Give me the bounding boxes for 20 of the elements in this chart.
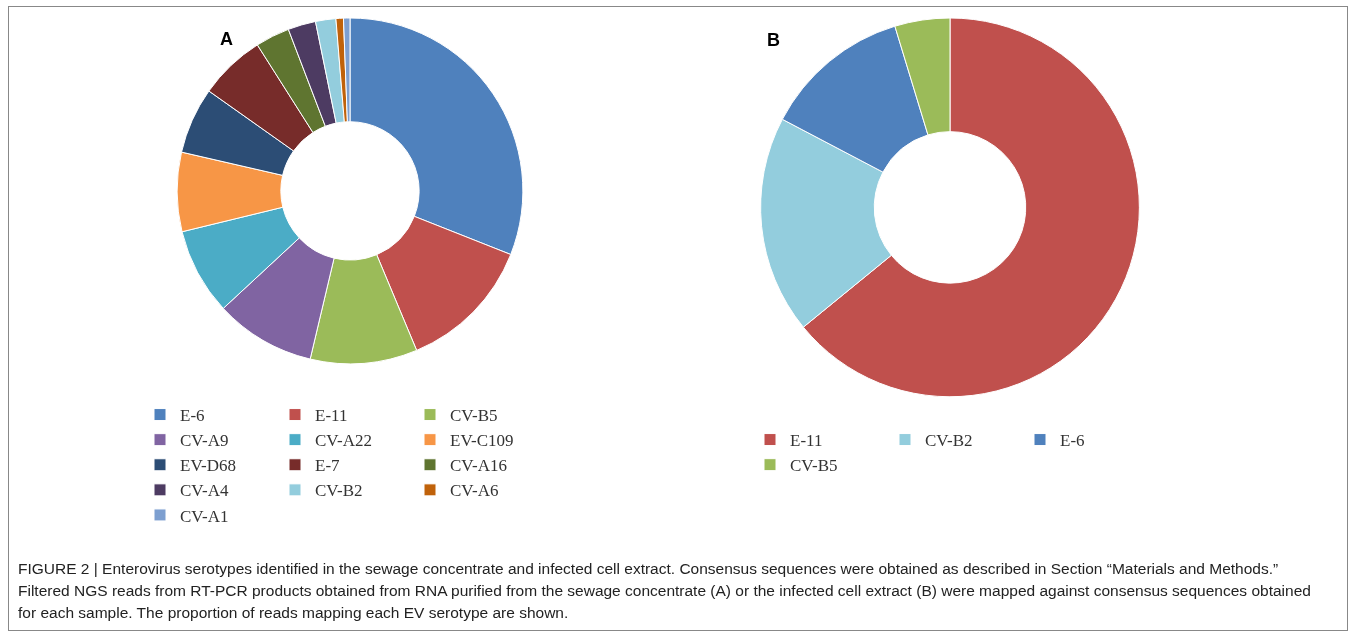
legend-label: E-6 [180, 406, 205, 426]
legend-label: CV-A22 [315, 431, 372, 451]
legend-label: E-6 [1060, 431, 1085, 451]
legend-label: CV-B2 [925, 431, 973, 451]
legend-label: E-7 [315, 456, 341, 476]
legend-label: CV-B2 [315, 481, 363, 501]
legend-label: CV-A6 [450, 481, 499, 501]
legend-label: E-11 [790, 431, 823, 451]
text: A [220, 29, 233, 49]
legend-label: CV-A9 [180, 431, 229, 451]
text: B [767, 30, 780, 50]
legend-label: CV-B5 [450, 406, 498, 426]
caption: FIGURE 2 | Enterovirus serotypes identified in the sewage concentrate and infected cell extract. Consensus sequences were obtained as described in Section “Materials and Methods.” Filtered NGS reads from RT-PCR products obtained from RNA purified from the sewage concentrate (A) or the infected cell extract (B) were mapped against consensus sequences obtained for each sample. The proportion of reads mapping each EV serotype are shown. [18, 559, 1312, 623]
legend-label: EV-C109 [450, 431, 514, 451]
legend-label: EV-D68 [180, 456, 237, 476]
legend-label: CV-A4 [180, 481, 229, 501]
legend-label: CV-B5 [790, 456, 838, 476]
legend-label: CV-A16 [450, 456, 507, 476]
legend-label: E-11 [315, 406, 348, 426]
legend-label: CV-A1 [180, 506, 229, 526]
